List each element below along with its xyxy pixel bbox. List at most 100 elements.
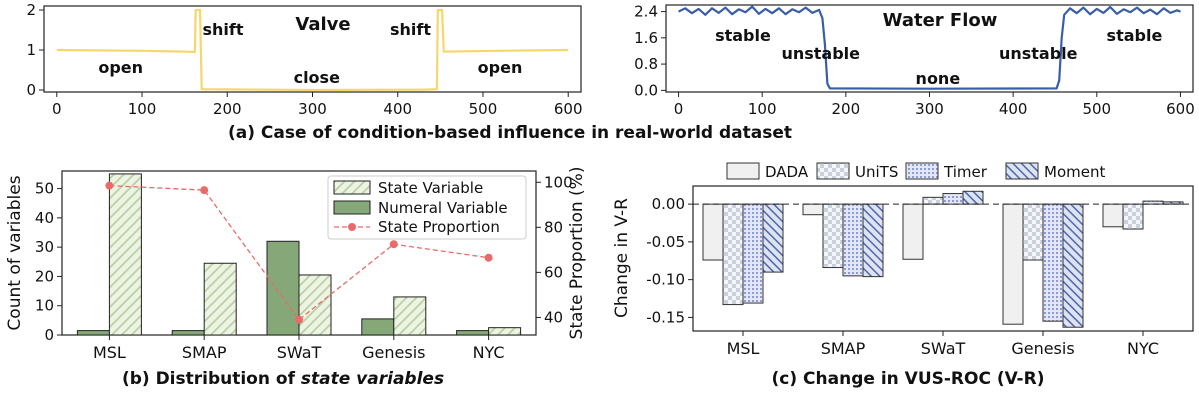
legend-units-swatch <box>816 162 850 180</box>
dist-y2tick-label: 100 <box>544 173 573 191</box>
dada-bar <box>802 203 824 216</box>
valve-ytick-label: 0 <box>26 81 36 99</box>
water-ytick-label: 0.8 <box>634 55 658 73</box>
dist-xtick-label: SMAP <box>182 343 227 362</box>
legend-state-proportion-marker <box>348 223 356 231</box>
legend-units-label: UniTS <box>855 163 898 181</box>
valve-xtick-label: 500 <box>469 100 498 118</box>
dada-bar <box>1102 203 1124 228</box>
water-flow-panel: 0 100 200 300 400 500 600 0.0 0.8 1.6 2.4 Water Flo… <box>634 3 1195 118</box>
dist-ytick-label: 50 <box>35 180 54 198</box>
dist-y2tick-label: 60 <box>544 263 563 281</box>
caption-b-prefix: (b) Distribution of <box>122 369 301 389</box>
dist-ytick-label: 40 <box>35 209 54 227</box>
timer-bar <box>742 203 764 304</box>
vus-legend: DADA UniTS Timer Moment <box>726 162 1105 181</box>
water-xtick-label: 200 <box>832 100 861 118</box>
caption-c: (c) Change in VUS-ROC (V-R) <box>772 369 1045 389</box>
dada-bar <box>902 203 924 260</box>
valve-xtick-label: 100 <box>128 100 157 118</box>
legend-state-variable-label: State Variable <box>378 179 483 197</box>
water-xtick-label: 600 <box>1166 100 1195 118</box>
valve-annotation: close <box>294 68 340 87</box>
water-annotation: unstable <box>781 44 860 63</box>
state-variable-bar <box>108 173 142 336</box>
numeral-variable-bar <box>76 330 110 336</box>
dist-y2label: State Proportion (%) <box>567 167 587 340</box>
legend-timer-swatch <box>905 162 939 180</box>
water-xtick-label: 500 <box>1082 100 1111 118</box>
state-variable-bar <box>488 327 522 336</box>
moment-bar <box>762 203 784 273</box>
legend-moment-swatch <box>1005 162 1039 180</box>
numeral-variable-bar <box>361 318 395 336</box>
units-bar <box>1022 203 1044 261</box>
water-title: Water Flow <box>883 10 998 31</box>
water-annotation: none <box>916 69 961 88</box>
dada-bar <box>1002 203 1024 325</box>
dist-y2tick-label: 40 <box>544 308 563 326</box>
dist-xtick-label: SWaT <box>277 343 322 362</box>
units-bar <box>722 203 744 306</box>
distribution-panel: MSL SMAP SWaT Genesis NYC 0 10 20 30 40 50 40 60 80 10… <box>5 167 587 362</box>
water-xtick-label: 0 <box>674 100 684 118</box>
valve-xtick-label: 600 <box>554 100 583 118</box>
dada-bar <box>702 203 724 261</box>
state-proportion-point <box>200 186 209 195</box>
dist-xtick-label: MSL <box>93 343 126 362</box>
dist-ylabel: Count of variables <box>5 175 25 330</box>
water-xtick-label: 300 <box>915 100 944 118</box>
timer-bar <box>942 193 964 205</box>
legend-timer-label: Timer <box>943 163 988 181</box>
state-proportion-point <box>484 253 493 262</box>
timer-bar <box>842 203 864 277</box>
caption-b: (b) Distribution of state variables <box>122 369 444 389</box>
dist-y2tick-label: 80 <box>544 218 563 236</box>
state-variable-bar <box>393 296 427 336</box>
dist-xtick-label: Genesis <box>362 343 425 362</box>
state-proportion-line <box>109 184 489 321</box>
vus-xtick-label: Genesis <box>1011 339 1074 358</box>
valve-annotation: open <box>98 58 143 77</box>
numeral-variable-bar <box>266 240 300 336</box>
vus-ytick-label: -0.05 <box>646 233 685 251</box>
state-proportion-point <box>389 240 398 249</box>
valve-xtick-label: 400 <box>383 100 412 118</box>
legend-numeral-variable-swatch <box>333 200 371 215</box>
valve-ytick-label: 2 <box>26 1 36 19</box>
valve-annotation: shift <box>202 20 243 39</box>
legend-state-proportion-label: State Proportion <box>378 218 500 236</box>
vus-ytick-label: 0.00 <box>652 195 685 213</box>
valve-series-line <box>56 8 569 92</box>
valve-ytick-label: 1 <box>26 41 36 59</box>
dist-legend-box <box>327 175 527 240</box>
valve-title: Valve <box>295 14 350 35</box>
numeral-variable-bar <box>171 330 205 336</box>
water-annotation: stable <box>1107 26 1163 45</box>
valve-annotation: shift <box>390 20 431 39</box>
water-annotation: unstable <box>999 44 1078 63</box>
vus-xtick-label: SMAP <box>821 339 866 358</box>
legend-numeral-variable-label: Numeral Variable <box>378 199 508 217</box>
legend-state-variable-swatch <box>333 180 371 195</box>
vus-ylabel: Change in V-R <box>612 198 632 318</box>
dist-ytick-label: 30 <box>35 238 54 256</box>
valve-xtick-label: 300 <box>298 100 327 118</box>
state-variable-bar <box>298 274 332 336</box>
water-xtick-label: 400 <box>999 100 1028 118</box>
vus-ytick-label: -0.10 <box>646 271 685 289</box>
legend-dada-swatch <box>726 162 760 180</box>
state-proportion-point <box>295 315 303 324</box>
water-annotation: stable <box>715 26 771 45</box>
legend-dada-label: DADA <box>765 163 809 181</box>
dist-ytick-label: 20 <box>35 267 54 285</box>
state-proportion-point <box>105 181 114 190</box>
valve-annotation: open <box>478 58 523 77</box>
vus-xtick-label: SWaT <box>921 339 966 358</box>
units-bar <box>1122 203 1144 230</box>
dist-ytick-label: 10 <box>35 297 54 315</box>
vus-xtick-label: MSL <box>727 339 760 358</box>
vus-xtick-label: NYC <box>1127 339 1159 358</box>
water-ytick-label: 1.6 <box>634 29 658 47</box>
